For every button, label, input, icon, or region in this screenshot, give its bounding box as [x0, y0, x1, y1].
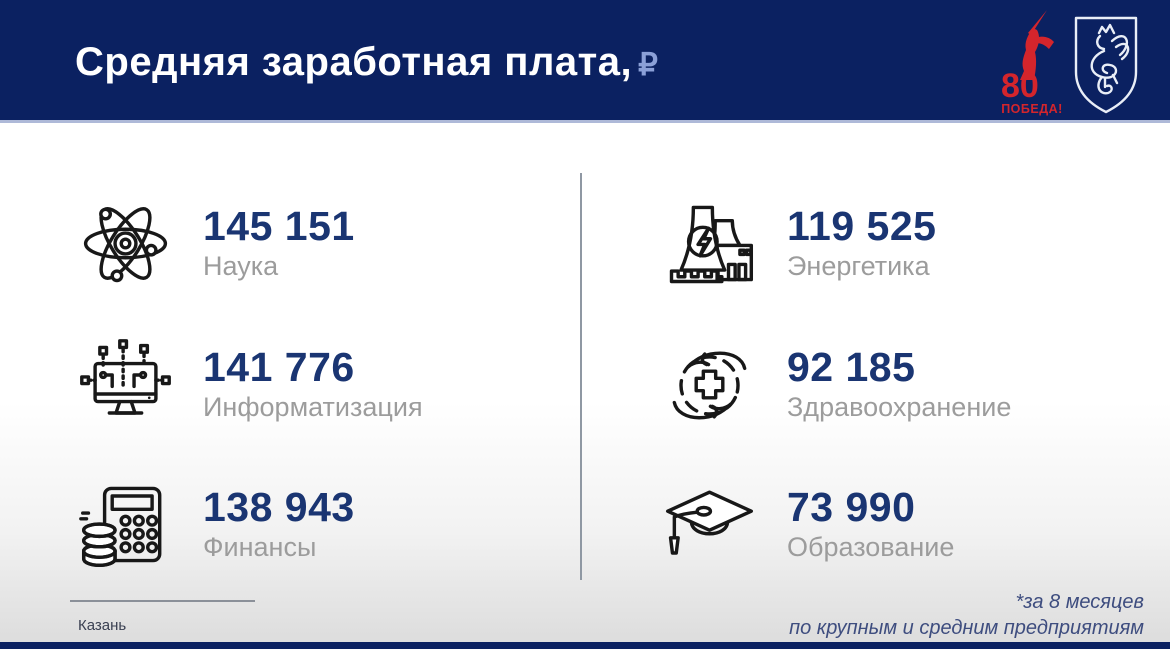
sector-label: Наука: [203, 250, 279, 281]
sector-label: Энергетика: [787, 250, 930, 281]
atom-icon: [78, 196, 173, 291]
salary-value: 92 185: [787, 343, 916, 390]
footnote: *за 8 месяцев по крупным и средним предп…: [789, 589, 1144, 641]
victory-number: 80: [1001, 67, 1039, 105]
victory-label: ПОБЕДА!: [1001, 102, 1063, 116]
salary-value: 138 943: [203, 483, 355, 530]
list-item-science: 145 151 Наука: [78, 190, 355, 296]
page-title-text: Средняя заработная плата,: [75, 40, 633, 84]
column-divider: [580, 173, 582, 580]
list-item-education: 73 990 Образование: [662, 471, 954, 577]
list-item-informatization: 141 776 Информатизация: [78, 331, 423, 437]
bottom-accent-bar: [0, 642, 1170, 649]
list-item-energy: 119 525 Энергетика: [662, 190, 936, 296]
list-item-healthcare: 92 185 Здравоохранение: [662, 331, 1011, 437]
shield-outline: [1074, 16, 1138, 114]
list-item-finance: 138 943 Финансы: [78, 471, 355, 577]
header-bar: Средняя заработная плата, ₽ 80 ПОБЕДА!: [0, 0, 1170, 123]
salary-value: 141 776: [203, 343, 355, 390]
city-label: Казань: [78, 617, 127, 634]
finance-icon: [78, 477, 173, 572]
footnote-line-2: по крупным и средним предприятиям: [789, 617, 1144, 639]
footer-divider: [70, 600, 255, 602]
footnote-line-1: *за 8 месяцев: [1015, 591, 1144, 613]
page-title: Средняя заработная плата, ₽: [75, 40, 658, 85]
salary-value: 73 990: [787, 483, 916, 530]
sector-label: Здравоохранение: [787, 391, 1012, 422]
statue-figure: [1020, 28, 1040, 80]
kazan-coat-of-arms-icon: [1074, 16, 1138, 114]
healthcare-icon: [662, 337, 757, 432]
graduation-cap-icon: [662, 477, 757, 572]
sector-label: Образование: [787, 531, 955, 562]
statue-arm: [1034, 36, 1054, 49]
sector-label: Информатизация: [203, 391, 423, 422]
sector-label: Финансы: [203, 531, 317, 562]
power-plant-icon: [662, 196, 757, 291]
ruble-symbol: ₽: [638, 47, 659, 82]
informatization-icon: [78, 337, 173, 432]
victory-80-logo: 80 ПОБЕДА!: [1001, 10, 1063, 116]
salary-value: 119 525: [787, 202, 937, 249]
salary-value: 145 151: [203, 202, 355, 249]
